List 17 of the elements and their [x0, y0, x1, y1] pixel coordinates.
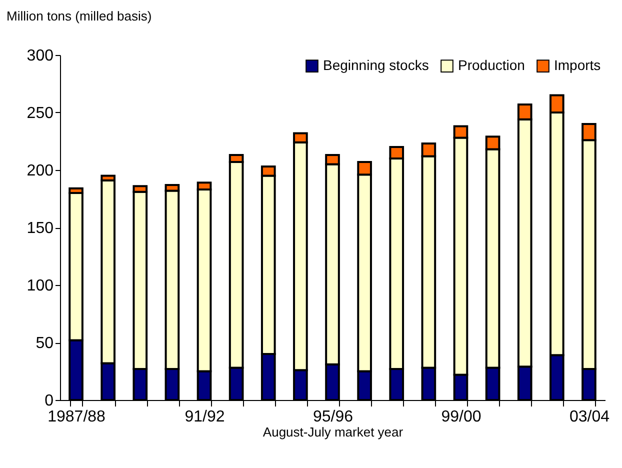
x-tick-label: 99/00	[441, 408, 482, 426]
legend-label: Beginning stocks	[323, 57, 429, 74]
y-tick-label: 200	[26, 162, 54, 180]
x-tick-label: 95/96	[312, 408, 354, 426]
y-tick-label: 300	[26, 48, 54, 64]
y-tick-label: 150	[26, 220, 54, 237]
x-tick-label: 1987/88	[48, 408, 106, 426]
y-tick-label: 0	[44, 392, 54, 410]
x-axis-title: August-July market year	[262, 424, 404, 440]
y-tick-label: 100	[26, 278, 54, 294]
y-tick-label: 50	[36, 335, 54, 352]
x-tick-label: 03/04	[569, 408, 610, 426]
legend-label: Production	[458, 57, 525, 74]
y-axis-title: Million tons (milled basis)	[6, 8, 152, 24]
legend-label: Imports	[554, 57, 601, 74]
x-tick-label: 91/92	[184, 408, 225, 426]
y-tick-label: 250	[26, 105, 54, 122]
